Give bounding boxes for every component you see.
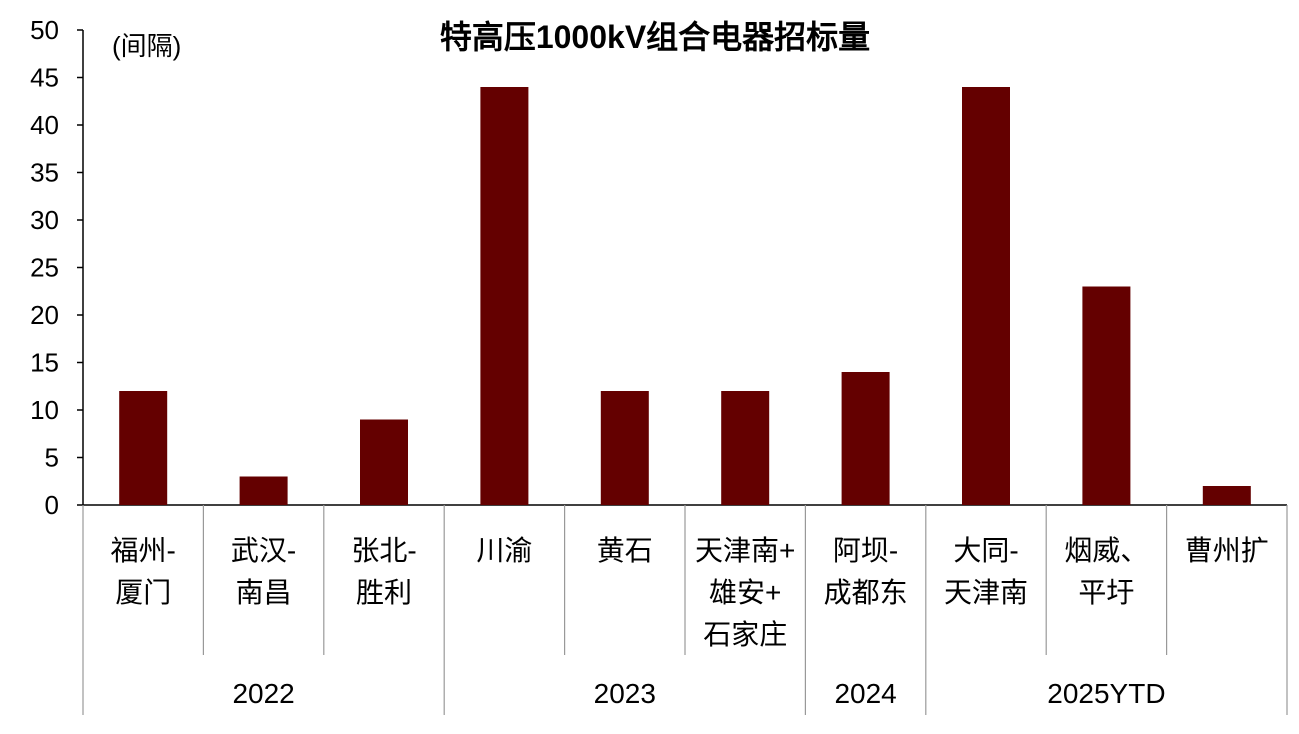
bar — [721, 391, 770, 505]
y-tick-label: 10 — [30, 395, 59, 425]
category-label: 胜利 — [356, 577, 412, 608]
bar — [1202, 486, 1251, 505]
category-label: 阿坝- — [833, 535, 898, 566]
y-tick-label: 35 — [30, 158, 59, 188]
y-axis-unit-label: (间隔) — [112, 31, 181, 61]
y-tick-label: 20 — [30, 300, 59, 330]
y-tick-label: 40 — [30, 110, 59, 140]
bar — [1082, 286, 1131, 505]
category-label: 天津南 — [944, 577, 1028, 608]
y-tick-label: 0 — [45, 490, 59, 520]
category-label: 武汉- — [231, 535, 296, 566]
category-label: 石家庄 — [703, 619, 787, 650]
y-tick-label: 30 — [30, 205, 59, 235]
category-label: 南昌 — [236, 577, 292, 608]
category-label: 雄安+ — [709, 577, 781, 608]
group-label: 2022 — [232, 678, 294, 709]
bar — [119, 391, 168, 505]
bar — [600, 391, 649, 505]
bar — [962, 87, 1010, 505]
category-label: 天津南+ — [695, 535, 795, 566]
category-labels: 福州- 厦门 武汉- 南昌 张北- 胜利 川渝 黄石 天津南+ 雄安+ 石家庄 阿坝- 成都东 大同- 天津… — [111, 535, 1269, 709]
bar — [360, 419, 408, 505]
y-tick-label: 5 — [45, 443, 59, 473]
bar — [480, 87, 529, 505]
group-label: 2024 — [834, 678, 896, 709]
category-label: 张北- — [351, 535, 416, 566]
bars — [119, 87, 1251, 505]
category-label: 平圩 — [1078, 577, 1134, 608]
category-label: 福州- — [111, 535, 176, 566]
group-label: 2023 — [594, 678, 656, 709]
chart-title: 特高压1000kV组合电器招标量 — [440, 19, 870, 55]
y-tick-label: 45 — [30, 63, 59, 93]
category-label: 黄石 — [597, 535, 653, 566]
axes: 0 5 10 15 20 25 30 35 40 45 50 — [30, 15, 1288, 715]
y-tick-label: 25 — [30, 253, 59, 283]
category-label: 曹州扩 — [1185, 535, 1269, 566]
bar — [841, 372, 890, 505]
category-label: 大同- — [953, 535, 1018, 566]
bar — [239, 476, 288, 505]
y-tick-label: 15 — [30, 348, 59, 378]
category-label: 烟威、 — [1064, 535, 1148, 566]
category-label: 厦门 — [115, 577, 171, 608]
category-label: 川渝 — [476, 535, 532, 566]
category-label: 成都东 — [824, 577, 908, 608]
group-label: 2025YTD — [1047, 678, 1165, 709]
y-tick-label: 50 — [30, 15, 59, 45]
